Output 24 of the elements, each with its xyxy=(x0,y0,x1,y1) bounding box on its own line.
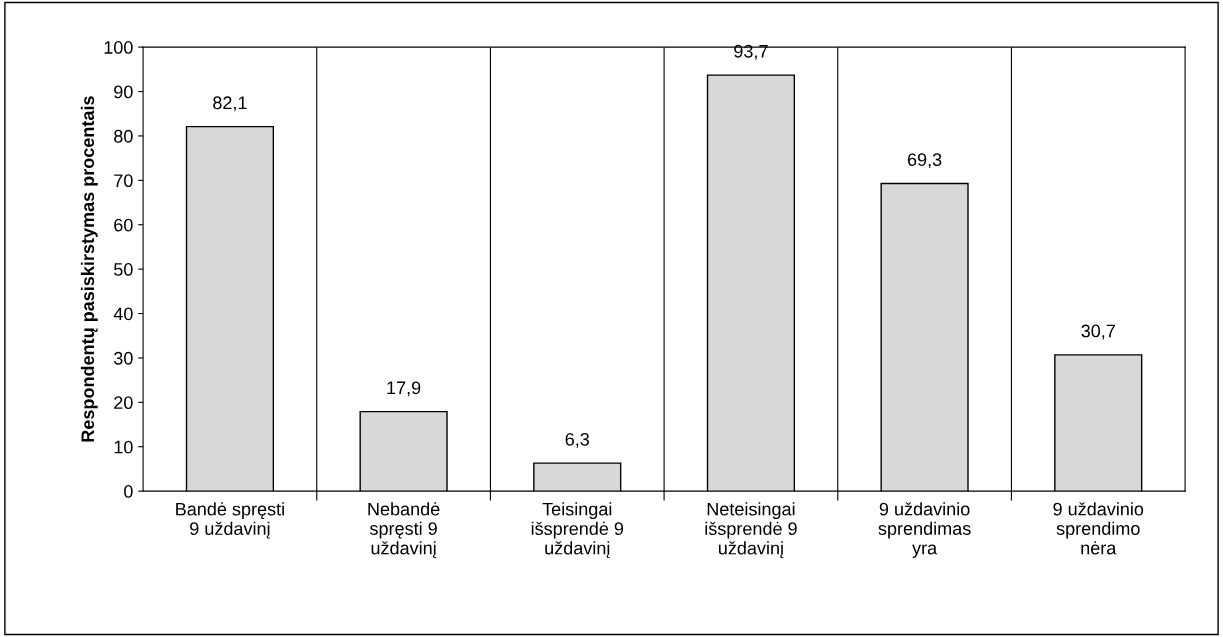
x-tick-label: Nebandė spręsti 9 uždavinį xyxy=(368,502,440,559)
y-tick-label: 80 xyxy=(114,129,133,143)
data-label: 17,9 xyxy=(387,381,421,397)
data-label: 30,7 xyxy=(1081,324,1115,340)
data-label: 6,3 xyxy=(565,432,590,448)
y-tick-label: 50 xyxy=(114,263,133,276)
y-tick-label: 90 xyxy=(114,85,133,99)
x-tick-label: 9 uždavinio sprendimo nėra xyxy=(1053,502,1144,555)
y-axis-title: Respondentų pasiskirstymas procentais xyxy=(80,96,98,442)
y-tick-label: 10 xyxy=(114,440,133,454)
data-label: 82,1 xyxy=(213,96,247,112)
x-tick-label: Bandė spręsti 9 uždavinį xyxy=(176,502,284,539)
y-tick-label: 70 xyxy=(114,174,133,188)
y-tick-label: 30 xyxy=(113,351,133,365)
x-tick-label: 9 uždavinio sprendimas yra xyxy=(878,502,971,558)
y-tick-label: 0 xyxy=(124,485,133,498)
x-tick-label: Teisingai išsprendė 9 uždavinį xyxy=(531,502,624,559)
x-tick-label: Neteisingai išsprendė 9 uždavinį xyxy=(705,502,797,559)
data-label: 93,7 xyxy=(734,44,768,60)
y-tick-label: 20 xyxy=(114,396,133,410)
y-tick-label: 100 xyxy=(104,41,133,54)
y-tick-label: 40 xyxy=(113,307,133,321)
data-label: 69,3 xyxy=(907,153,942,169)
y-tick-label: 60 xyxy=(114,218,133,232)
